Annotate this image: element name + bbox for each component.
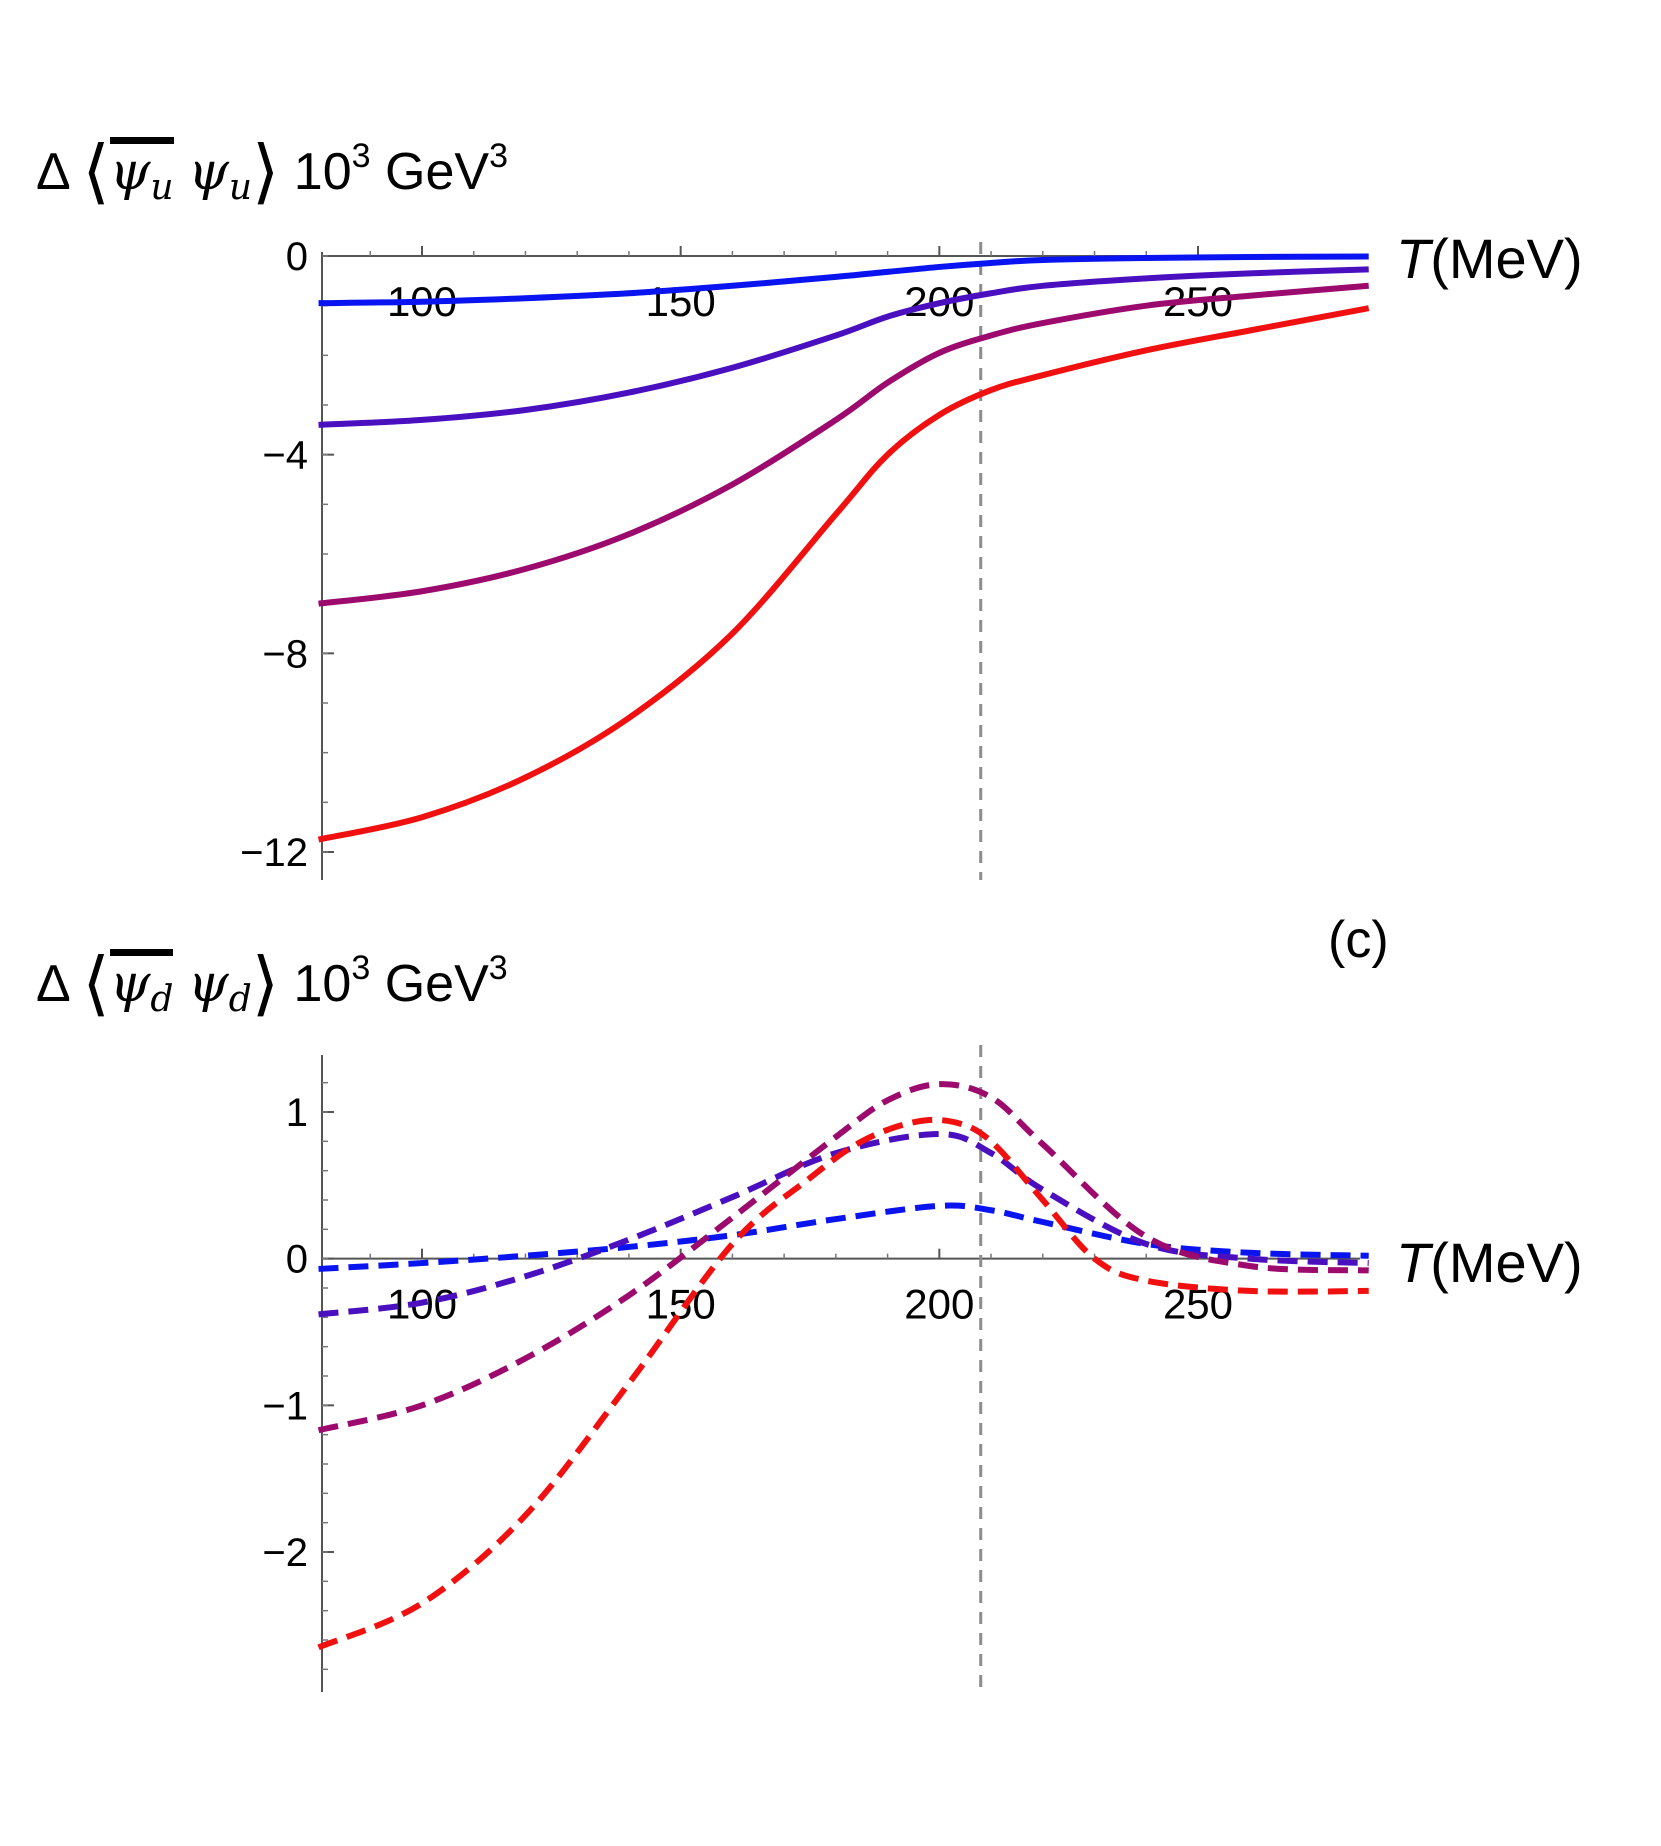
y-tick-label: −12 bbox=[240, 831, 308, 875]
top-ylabel-ten-exp: 3 bbox=[351, 137, 371, 175]
top-xlabel: T(MeV) bbox=[1396, 226, 1583, 291]
bottom-xlabel: T(MeV) bbox=[1396, 1230, 1583, 1295]
y-tick-label: 1 bbox=[286, 1091, 308, 1135]
top-ylabel-unit: GeV bbox=[385, 143, 490, 201]
bottom-ylabel-ten: 10 bbox=[293, 955, 352, 1013]
y-tick-label: 0 bbox=[286, 235, 308, 279]
series-line-magenta bbox=[317, 1081, 1369, 1434]
series-line-magenta bbox=[318, 282, 1369, 607]
bottom-ylabel-sub-bar: d bbox=[150, 979, 174, 1020]
bottom-ylabel-ten-exp: 3 bbox=[351, 949, 371, 987]
y-tick-label: −8 bbox=[262, 632, 308, 676]
bottom-xlabel-symbol: T bbox=[1396, 1231, 1431, 1294]
top-ylabel-delta: Δ bbox=[36, 143, 68, 201]
bottom-xlabel-unit: (MeV) bbox=[1430, 1231, 1583, 1294]
y-tick-label: −1 bbox=[262, 1384, 308, 1428]
top-ylabel: Δ ⟨ψu ψu⟩ 103 GeV3 bbox=[36, 130, 508, 212]
series-line-indigo bbox=[318, 266, 1369, 428]
top-ylabel-ten: 10 bbox=[293, 143, 352, 201]
bottom-ylabel-unit: GeV bbox=[384, 955, 489, 1013]
bottom-ylabel-sub: d bbox=[228, 979, 252, 1020]
y-tick-label: −4 bbox=[262, 434, 308, 478]
series-line-red bbox=[317, 305, 1370, 843]
y-tick-label: 0 bbox=[286, 1238, 308, 1282]
y-tick-label: −2 bbox=[262, 1531, 308, 1575]
x-tick-label: 200 bbox=[904, 1281, 974, 1328]
top-ylabel-unit-exp: 3 bbox=[489, 137, 508, 175]
x-tick-label: 150 bbox=[646, 1281, 716, 1328]
bottom-ylabel-delta: Δ bbox=[36, 955, 68, 1013]
bottom-ylabel-unit-exp: 3 bbox=[488, 949, 508, 987]
top-ylabel-sub-bar: u bbox=[150, 167, 174, 208]
series-line-blue bbox=[318, 253, 1369, 307]
series-line-red bbox=[317, 1116, 1369, 1651]
top-xlabel-symbol: T bbox=[1396, 227, 1431, 290]
top-xlabel-unit: (MeV) bbox=[1430, 227, 1583, 290]
bottom-ylabel: Δ ⟨ψd ψd⟩ 103 GeV3 bbox=[36, 942, 508, 1024]
panel-label: (c) bbox=[1328, 911, 1389, 969]
top-ylabel-sub: u bbox=[228, 167, 253, 208]
